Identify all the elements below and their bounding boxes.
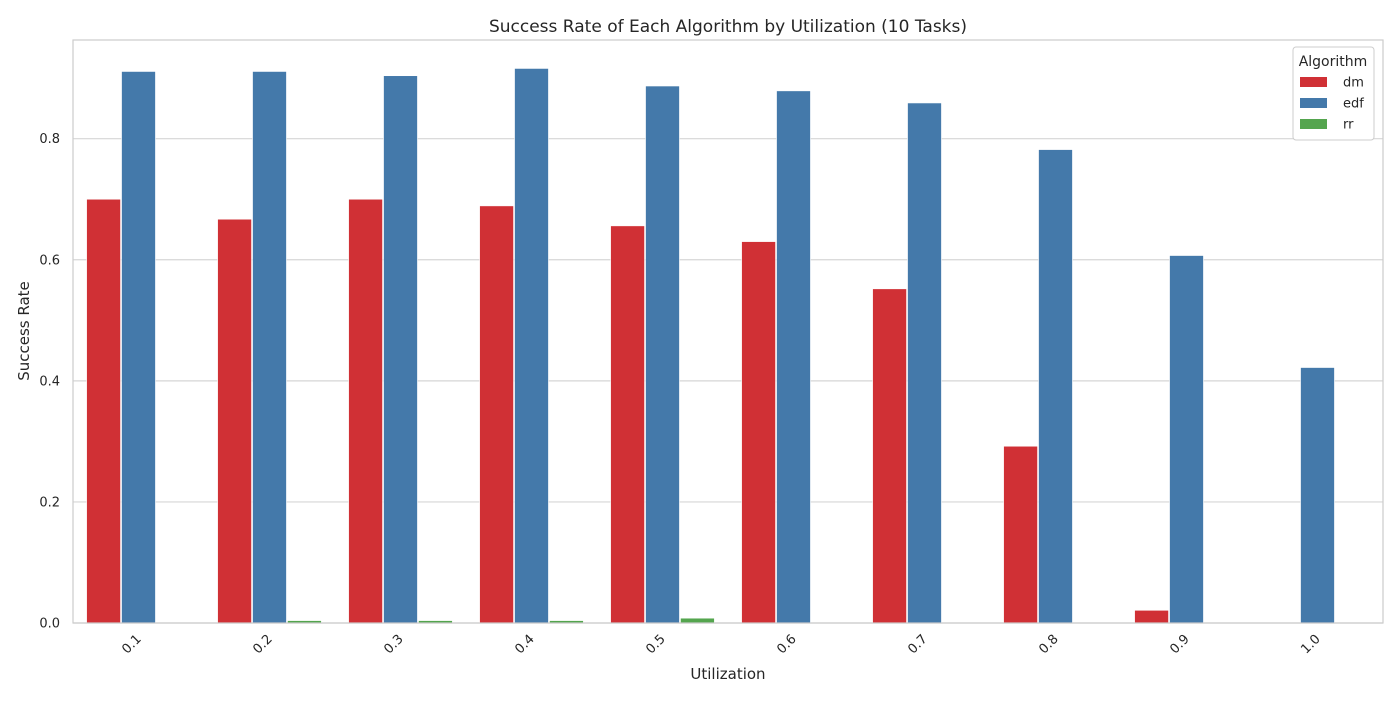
legend-title: Algorithm bbox=[1299, 54, 1368, 70]
x-tick-label: 0.8 bbox=[1036, 632, 1061, 657]
plot-background bbox=[73, 40, 1383, 623]
bar-dm-0.9 bbox=[1134, 609, 1169, 624]
legend-swatch-edf bbox=[1300, 98, 1327, 108]
x-tick-label: 1.0 bbox=[1298, 632, 1323, 657]
bar-edf-0.4 bbox=[514, 68, 549, 624]
bar-edf-0.5 bbox=[645, 85, 680, 624]
x-tick-label: 0.7 bbox=[905, 632, 930, 657]
y-tick-label: 0.2 bbox=[39, 495, 60, 510]
legend-swatch-rr bbox=[1300, 119, 1327, 129]
x-tick-label: 0.3 bbox=[381, 632, 406, 657]
legend-swatch-dm bbox=[1300, 77, 1327, 87]
y-axis-label: Success Rate bbox=[15, 281, 33, 381]
x-tick-label: 0.5 bbox=[643, 632, 668, 657]
y-tick-label: 0.8 bbox=[39, 132, 60, 147]
bar-dm-0.5 bbox=[610, 225, 645, 624]
legend-label-dm: dm bbox=[1343, 76, 1364, 91]
x-tick-label: 0.4 bbox=[512, 632, 537, 657]
y-tick-label: 0.6 bbox=[39, 253, 60, 268]
bar-dm-0.8 bbox=[1003, 445, 1038, 624]
bars bbox=[86, 68, 1335, 624]
legend-label-rr: rr bbox=[1343, 118, 1354, 133]
bar-dm-0.2 bbox=[217, 218, 252, 624]
x-tick-label: 0.1 bbox=[119, 632, 144, 657]
x-tick-label: 0.9 bbox=[1167, 632, 1192, 657]
y-tick-label: 0.4 bbox=[39, 374, 60, 389]
bar-edf-0.6 bbox=[776, 90, 811, 624]
legend: Algorithm dm edf rr bbox=[1292, 46, 1375, 141]
bar-rr-0.5 bbox=[680, 617, 715, 624]
bar-dm-0.3 bbox=[348, 198, 383, 624]
x-tick-label: 0.2 bbox=[250, 632, 275, 657]
bar-dm-0.6 bbox=[741, 241, 776, 624]
bar-edf-0.1 bbox=[121, 71, 156, 624]
bar-edf-0.8 bbox=[1038, 149, 1073, 624]
bar-dm-0.7 bbox=[872, 288, 907, 624]
bar-edf-1.0 bbox=[1300, 367, 1335, 624]
legend-box bbox=[1292, 46, 1375, 141]
plot-frame bbox=[72, 39, 1384, 624]
bar-dm-0.4 bbox=[479, 205, 514, 624]
bar-edf-0.7 bbox=[907, 102, 942, 624]
x-tick-labels: 0.1 0.2 0.3 0.4 0.5 0.6 0.7 0.8 0.9 1.0 bbox=[119, 632, 1323, 657]
x-axis-label: Utilization bbox=[690, 665, 765, 683]
y-tick-labels: 0.0 0.2 0.4 0.6 0.8 bbox=[39, 132, 60, 631]
legend-label-edf: edf bbox=[1343, 97, 1364, 112]
bar-edf-0.3 bbox=[383, 75, 418, 624]
bar-dm-0.1 bbox=[86, 198, 121, 624]
bar-edf-0.2 bbox=[252, 71, 287, 624]
legend-items: dm edf rr bbox=[1300, 76, 1364, 133]
bar-edf-0.9 bbox=[1169, 255, 1204, 624]
chart-title: Success Rate of Each Algorithm by Utiliz… bbox=[489, 17, 967, 37]
y-tick-label: 0.0 bbox=[39, 617, 60, 632]
x-tick-label: 0.6 bbox=[774, 632, 799, 657]
